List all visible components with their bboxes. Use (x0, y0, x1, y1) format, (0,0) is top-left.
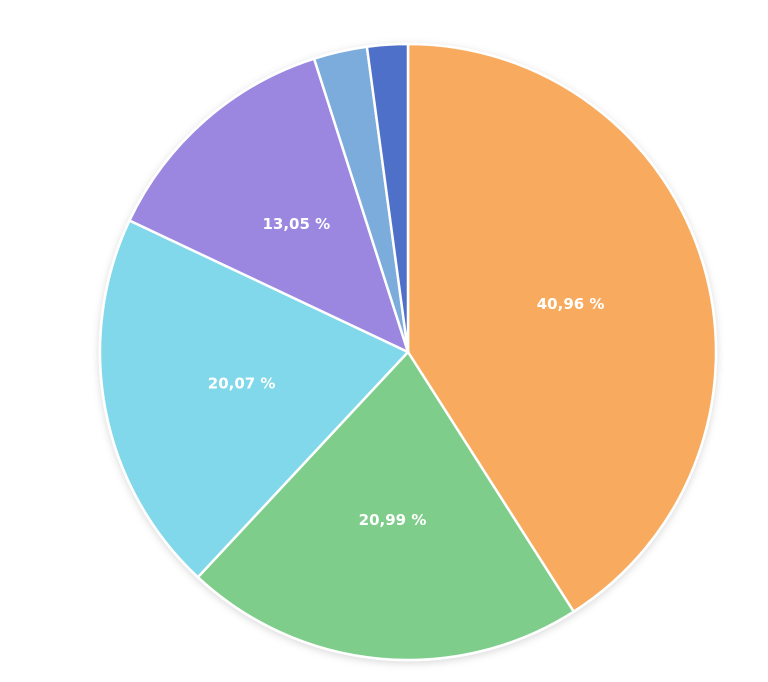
pie-slice (196, 349, 576, 662)
pie-slice (406, 42, 718, 614)
pie (98, 42, 718, 662)
pie-slice (98, 218, 411, 579)
pie-slice (365, 42, 410, 353)
pie-slice (127, 57, 411, 355)
data-label: 20,07 % (208, 374, 276, 392)
data-label: 13,05 % (262, 215, 330, 233)
data-label: 20,99 % (359, 511, 427, 529)
data-label: 40,96 % (537, 295, 605, 313)
